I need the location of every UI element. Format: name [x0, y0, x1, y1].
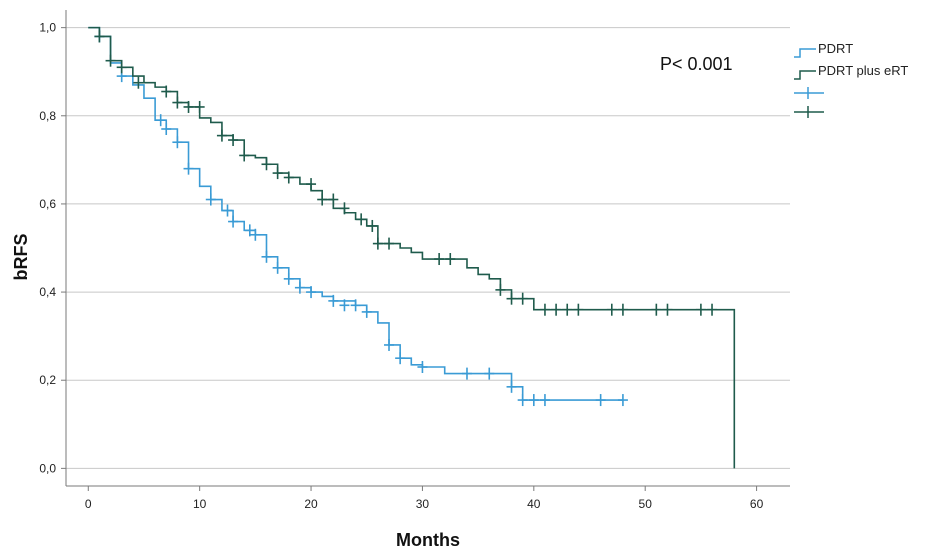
censor-mark-pdrt-plus-ert-21 [384, 237, 395, 250]
x-tick-label-1: 10 [193, 497, 207, 511]
x-tick-label-4: 40 [527, 497, 541, 511]
y-axis-title: bRFS [11, 234, 31, 281]
censor-mark-pdrt-4 [172, 136, 183, 149]
series-layer [88, 26, 736, 469]
y-tick-label-0: 0,0 [39, 461, 56, 475]
censor-mark-pdrt-15 [306, 286, 317, 299]
censor-mark-pdrt-12 [272, 261, 283, 274]
legend: PDRT PDRT plus eRT [794, 41, 908, 118]
censor-mark-pdrt-10 [250, 228, 261, 241]
censor-mark-pdrt-2 [155, 114, 166, 127]
censor-mark-pdrt-26 [517, 394, 528, 407]
censor-mark-pdrt-30 [617, 394, 628, 407]
censor-mark-pdrt-24 [484, 367, 495, 380]
censor-mark-pdrt-19 [361, 305, 372, 318]
censor-mark-pdrt-16 [328, 294, 339, 307]
censor-mark-pdrt-plus-ert-32 [617, 303, 628, 316]
censor-mark-pdrt-plus-ert-20 [372, 237, 383, 250]
y-tick-label-3: 0,6 [39, 197, 56, 211]
censor-mark-pdrt-9 [244, 224, 255, 237]
censor-mark-pdrt-plus-ert-1 [105, 54, 116, 67]
censor-mark-pdrt-25 [506, 380, 517, 393]
censor-mark-pdrt-plus-ert-11 [261, 158, 272, 171]
x-axis: 0 10 20 30 40 50 60 [66, 485, 790, 511]
censor-mark-pdrt-plus-ert-17 [339, 202, 350, 215]
censor-mark-pdrt-8 [228, 215, 239, 228]
censor-mark-pdrt-plus-ert-33 [651, 303, 662, 316]
x-tick-label-0: 0 [85, 497, 92, 511]
censor-mark-pdrt-plus-ert-8 [216, 129, 227, 142]
censor-mark-pdrt-plus-ert-30 [573, 303, 584, 316]
p-value-annotation: P< 0.001 [660, 54, 733, 74]
legend-line-pdrt [794, 48, 816, 58]
censor-mark-pdrt-21 [395, 352, 406, 365]
censor-mark-pdrt-plus-ert-18 [356, 213, 367, 226]
censor-mark-pdrt-plus-ert-26 [517, 292, 528, 305]
censor-mark-pdrt-plus-ert-25 [506, 292, 517, 305]
y-tick-label-2: 0,4 [39, 285, 56, 299]
censor-mark-pdrt-plus-ert-24 [495, 283, 506, 296]
plot-area [66, 10, 790, 486]
censor-mark-pdrt-17 [339, 299, 350, 312]
censor-mark-pdrt-plus-ert-23 [445, 253, 456, 266]
censor-mark-pdrt-plus-ert-28 [551, 303, 562, 316]
censor-mark-pdrt-plus-ert-4 [161, 85, 172, 98]
y-tick-label-1: 0,2 [39, 373, 56, 387]
censor-mark-pdrt-plus-ert-9 [228, 134, 239, 147]
censor-mark-pdrt-plus-ert-10 [239, 149, 250, 162]
censor-mark-pdrt-11 [261, 250, 272, 263]
y-tick-label-4: 0,8 [39, 109, 56, 123]
censor-mark-pdrt-13 [283, 272, 294, 285]
censor-mark-pdrt-plus-ert-7 [194, 100, 205, 113]
censor-mark-pdrt-plus-ert-27 [539, 303, 550, 316]
censor-mark-pdrt-20 [384, 338, 395, 351]
censor-mark-pdrt-plus-ert-12 [272, 167, 283, 180]
legend-censor-pdrt [794, 87, 824, 99]
censor-mark-pdrt-plus-ert-31 [606, 303, 617, 316]
legend-label-pdrt: PDRT [818, 41, 853, 56]
censor-mark-pdrt-plus-ert-29 [562, 303, 573, 316]
censor-mark-pdrt-plus-ert-13 [283, 171, 294, 184]
censor-mark-pdrt-plus-ert-0 [94, 30, 105, 43]
censor-mark-pdrt-18 [350, 299, 361, 312]
y-tick-label-5: 1,0 [39, 21, 56, 35]
grid-lines [66, 27, 790, 469]
censor-mark-pdrt-plus-ert-2 [116, 61, 127, 74]
censor-mark-pdrt-plus-ert-22 [434, 253, 445, 266]
censor-mark-pdrt-27 [528, 394, 539, 407]
censor-mark-pdrt-plus-ert-16 [328, 193, 339, 206]
censor-mark-pdrt-plus-ert-34 [662, 303, 673, 316]
censor-mark-pdrt-7 [222, 204, 233, 217]
censor-mark-pdrt-plus-ert-6 [183, 100, 194, 113]
x-tick-label-2: 20 [304, 497, 318, 511]
censor-mark-pdrt-14 [294, 281, 305, 294]
censor-mark-pdrt-22 [417, 361, 428, 373]
x-tick-label-5: 50 [639, 497, 653, 511]
legend-label-pdrt-plus-ert: PDRT plus eRT [818, 63, 908, 78]
censor-mark-pdrt-28 [539, 394, 550, 407]
x-tick-label-6: 60 [750, 497, 764, 511]
censor-mark-pdrt-plus-ert-35 [695, 303, 706, 316]
censor-mark-pdrt-plus-ert-3 [133, 76, 144, 89]
legend-line-pdrt-plus-ert [794, 70, 816, 80]
censor-mark-pdrt-3 [161, 123, 172, 135]
y-axis: 0,0 0,2 0,4 0,6 0,8 1,0 [39, 10, 67, 486]
x-axis-title: Months [396, 530, 460, 550]
censor-mark-pdrt-plus-ert-5 [172, 96, 183, 109]
censor-mark-pdrt-plus-ert-19 [367, 219, 378, 232]
censor-mark-pdrt-6 [205, 193, 216, 206]
censor-mark-pdrt-23 [461, 367, 472, 380]
censor-mark-pdrt-5 [183, 162, 194, 175]
censor-mark-pdrt-29 [595, 394, 606, 407]
censor-mark-pdrt-plus-ert-14 [306, 178, 317, 191]
censor-mark-pdrt-plus-ert-15 [317, 193, 328, 206]
x-tick-label-3: 30 [416, 497, 430, 511]
censor-mark-pdrt-plus-ert-36 [707, 303, 718, 316]
legend-censor-pdrt-plus-ert [794, 106, 824, 118]
